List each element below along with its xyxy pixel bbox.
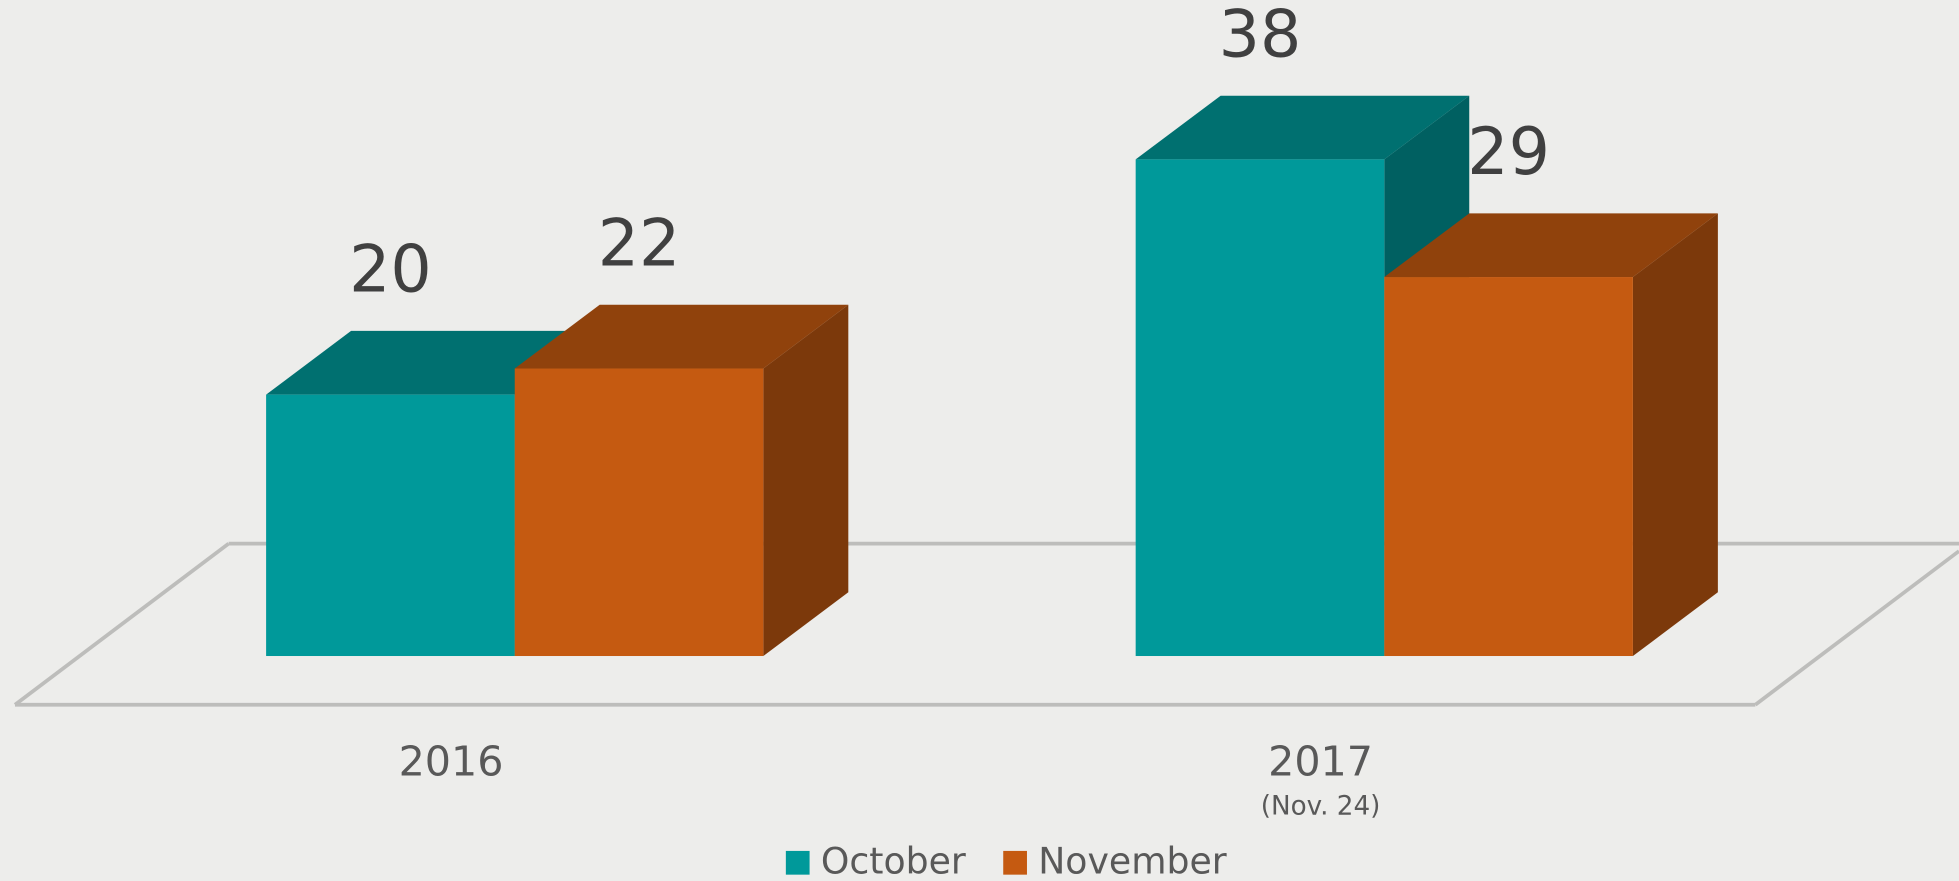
legend-label: October	[821, 839, 966, 881]
value-label: 38	[1219, 0, 1302, 72]
floor-left-edge	[13, 542, 230, 707]
bar-side	[1632, 213, 1718, 657]
floor-right-edge	[1754, 549, 1959, 707]
value-label: 22	[598, 206, 681, 281]
bar	[1384, 213, 1718, 657]
bar-front	[1384, 277, 1633, 657]
legend-label: November	[1038, 839, 1227, 881]
bar	[514, 304, 849, 657]
bar-top	[1384, 213, 1718, 278]
legend: October November	[785, 839, 1227, 881]
bar-front	[514, 368, 764, 657]
x-tick-sublabel: (Nov. 24)	[1261, 792, 1381, 822]
bar-front	[266, 394, 515, 657]
legend-swatch	[1003, 850, 1027, 875]
x-tick-label: 2016	[399, 738, 504, 786]
x-tick-label: 2017	[1268, 738, 1373, 786]
bar-front	[1135, 159, 1385, 657]
legend-swatch	[785, 850, 810, 875]
bar-top	[514, 304, 849, 369]
value-label: 20	[349, 233, 432, 308]
bar-side	[763, 304, 849, 657]
bar-top	[1135, 95, 1470, 160]
value-label: 29	[1467, 115, 1550, 190]
